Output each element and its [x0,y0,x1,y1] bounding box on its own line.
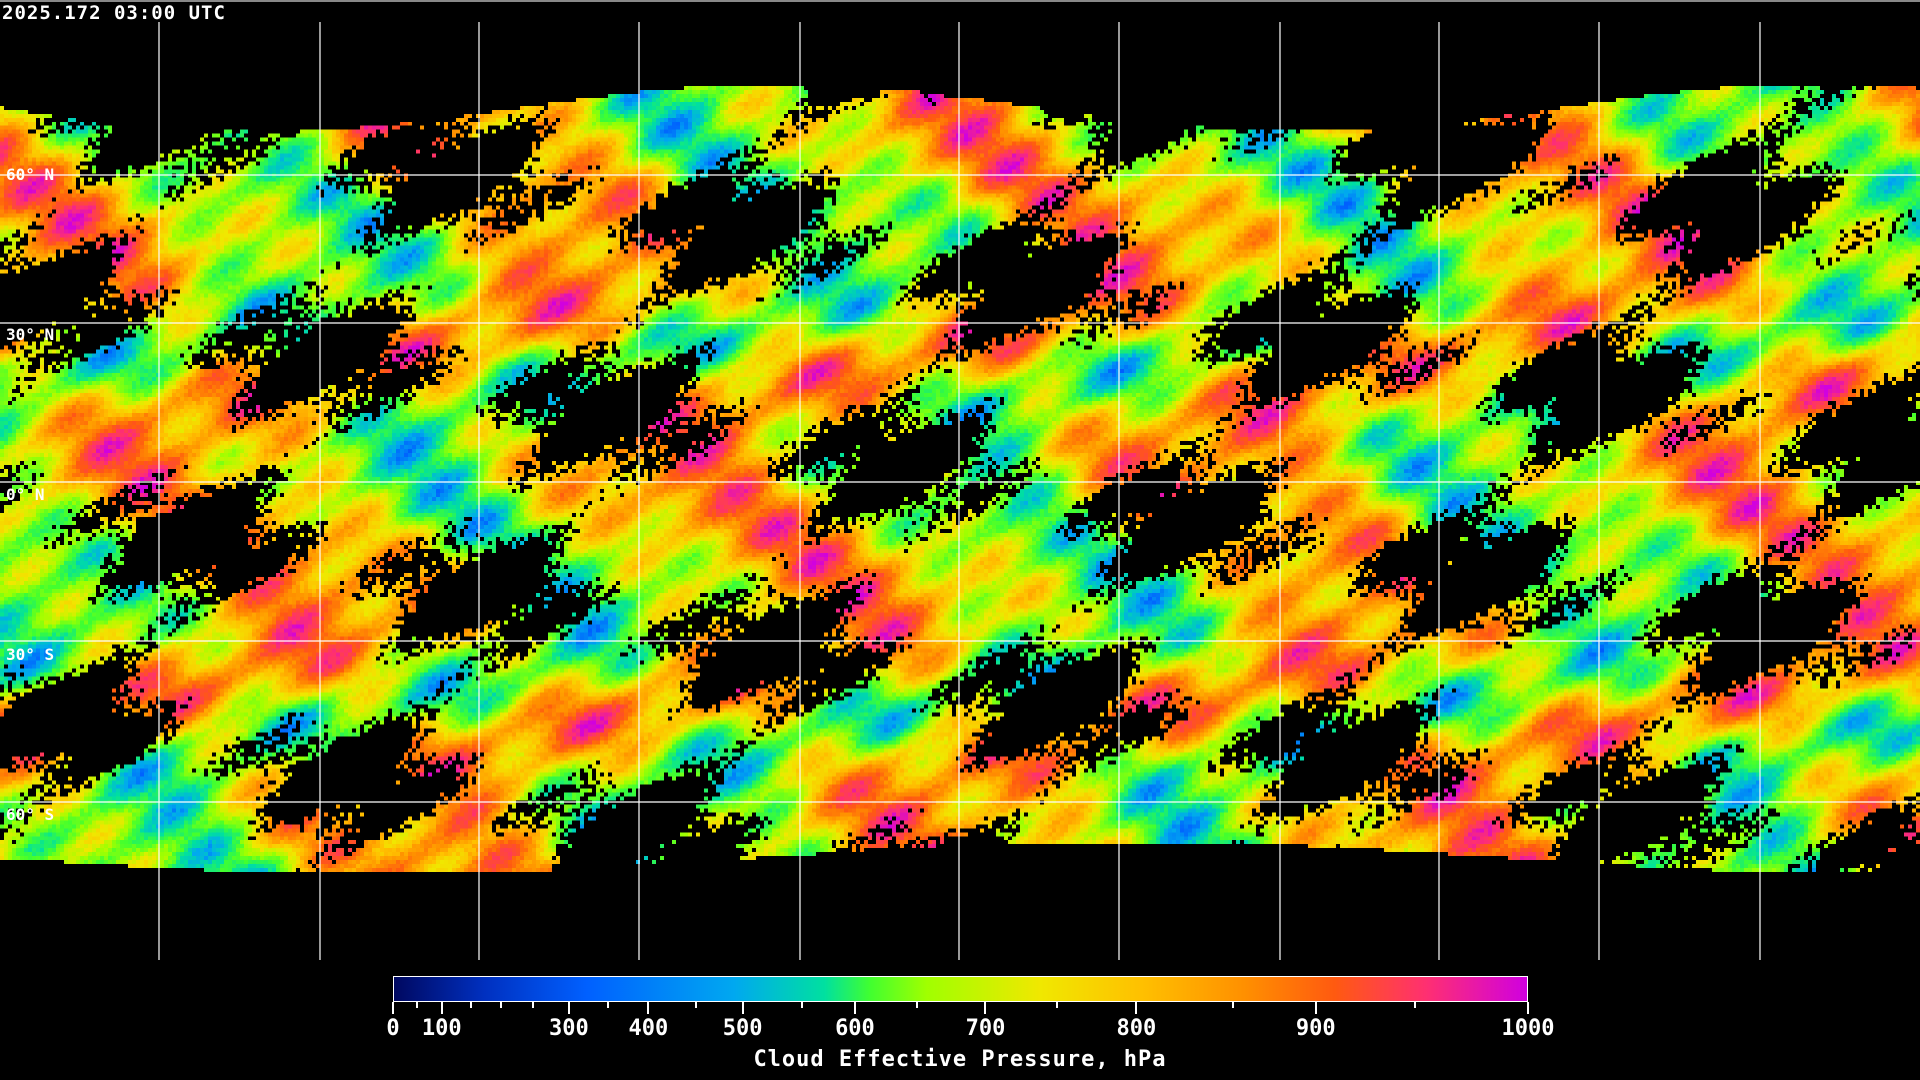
colorbar-major-tick [647,1002,650,1014]
timestamp-title: 2025.172 03:00 UTC [2,2,226,24]
lat-label-0n: 0° N [6,485,45,504]
colorbar-major-tick [984,1002,987,1014]
colorbar-minor-tick [800,1002,803,1008]
lat-label-30n: 30° N [6,325,55,344]
colorbar-tick-label: 800 [1116,1016,1157,1041]
colorbar-major-tick [741,1002,744,1014]
colorbar-tick-label: 500 [722,1016,763,1041]
colorbar-tick-label: 100 [421,1016,462,1041]
colorbar-minor-tick [531,1002,534,1008]
lat-label-30s: 30° S [6,645,55,664]
colorbar [393,976,1528,1002]
colorbar-tick-label: 900 [1295,1016,1336,1041]
colorbar-major-tick [567,1002,570,1014]
satellite-map: 2025.172 03:00 UTC 60° N 30° N 0° N 30° … [0,0,1920,960]
colorbar-ticks: 0 100 300 400 500 600 700 800 900 1000 [386,1002,1554,1062]
colorbar-title: Cloud Effective Pressure, hPa [753,1047,1167,1072]
colorbar-tick-label: 0 [386,1016,400,1041]
colorbar-major-tick [853,1002,856,1014]
colorbar-minor-tick [916,1002,919,1008]
graticule [0,22,1920,960]
colorbar-major-tick [1314,1002,1317,1014]
colorbar-minor-tick [1231,1002,1234,1008]
colorbar-minor-tick [1055,1002,1058,1008]
colorbar-minor-tick [1413,1002,1416,1008]
colorbar-minor-tick [415,1002,418,1008]
colorbar-tick-label: 300 [549,1016,589,1041]
colorbar-minor-tick [499,1002,502,1008]
colorbar-major-tick [392,1002,394,1014]
colorbar-minor-tick [470,1002,473,1008]
colorbar-minor-tick [606,1002,609,1008]
colorbar-minor-tick [695,1002,698,1008]
colorbar-major-tick [1135,1002,1138,1014]
colorbar-tick-label: 700 [965,1016,1006,1041]
colorbar-tick-label: 400 [628,1016,669,1041]
lat-label-60s: 60° S [6,805,55,824]
colorbar-major-tick [440,1002,443,1014]
colorbar-major-tick [1527,1002,1529,1014]
lat-label-60n: 60° N [6,165,55,184]
colorbar-tick-label: 1000 [1501,1016,1555,1041]
colorbar-tick-label: 600 [835,1016,875,1041]
